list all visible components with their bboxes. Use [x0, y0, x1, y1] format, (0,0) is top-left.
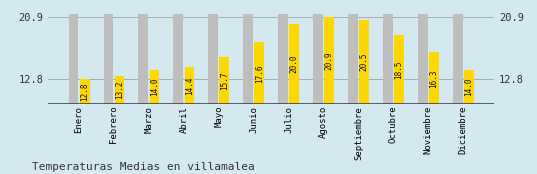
- Bar: [173, 14, 183, 104]
- Text: 18.5: 18.5: [395, 61, 403, 79]
- Text: 12.8: 12.8: [80, 82, 89, 101]
- Bar: [464, 70, 474, 104]
- Bar: [255, 42, 264, 104]
- Bar: [359, 20, 369, 104]
- Text: 14.0: 14.0: [465, 78, 474, 96]
- Text: 17.6: 17.6: [255, 64, 264, 83]
- Text: 16.3: 16.3: [430, 69, 438, 88]
- Bar: [220, 57, 229, 104]
- Bar: [185, 67, 194, 104]
- Bar: [80, 79, 90, 104]
- Text: 20.5: 20.5: [360, 53, 368, 72]
- Bar: [208, 14, 218, 104]
- Bar: [243, 14, 253, 104]
- Bar: [418, 14, 427, 104]
- Bar: [453, 14, 462, 104]
- Bar: [139, 14, 148, 104]
- Bar: [150, 70, 159, 104]
- Text: 14.4: 14.4: [185, 76, 194, 95]
- Text: Temperaturas Medias en villamalea: Temperaturas Medias en villamalea: [32, 162, 255, 172]
- Bar: [104, 14, 113, 104]
- Bar: [289, 24, 299, 104]
- Bar: [313, 14, 323, 104]
- Text: 15.7: 15.7: [220, 71, 229, 90]
- Bar: [278, 14, 288, 104]
- Bar: [383, 14, 393, 104]
- Text: 20.0: 20.0: [290, 55, 299, 73]
- Text: 14.0: 14.0: [150, 78, 159, 96]
- Bar: [394, 35, 404, 104]
- Bar: [348, 14, 358, 104]
- Bar: [324, 17, 334, 104]
- Text: 13.2: 13.2: [115, 81, 124, 100]
- Bar: [69, 14, 78, 104]
- Bar: [429, 52, 439, 104]
- Bar: [115, 76, 125, 104]
- Text: 20.9: 20.9: [325, 52, 333, 70]
